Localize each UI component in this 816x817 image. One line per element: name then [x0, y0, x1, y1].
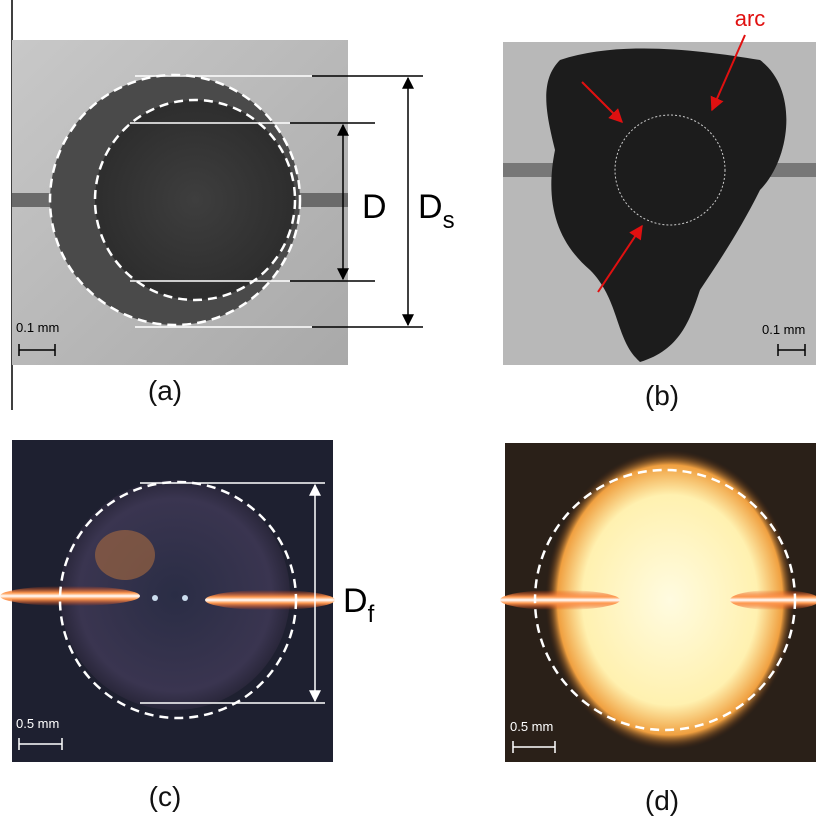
droplet	[546, 48, 787, 362]
core	[95, 100, 295, 300]
spot	[182, 595, 188, 601]
inner-circle	[93, 98, 297, 302]
streak	[205, 590, 335, 610]
arc-arrow	[581, 81, 623, 123]
flame	[545, 450, 795, 750]
panel-d: 0.5 mm (d)	[500, 443, 816, 816]
streak	[730, 590, 816, 610]
panel-label: (b)	[645, 380, 679, 411]
arc-arrow	[710, 34, 746, 112]
scale-text: 0.1 mm	[762, 322, 805, 337]
arc-label: arc	[735, 6, 766, 31]
streak	[500, 590, 620, 610]
streak	[0, 586, 140, 606]
glow	[95, 530, 155, 580]
dotted-circle	[614, 114, 726, 226]
label-ds: Ds	[418, 188, 455, 234]
guide-lines-ext	[290, 75, 423, 328]
circle	[533, 468, 797, 732]
panel-label: (d)	[645, 785, 679, 816]
outer-circle	[48, 73, 302, 327]
panel-a: D Ds 0.1 mm (a)	[12, 40, 455, 406]
scale-text: 0.5 mm	[16, 716, 59, 731]
scale-bar	[512, 741, 556, 753]
panel-c: Df 0.5 mm (c)	[0, 440, 375, 812]
scale-bar	[18, 344, 56, 356]
scale-bar	[18, 738, 63, 750]
label-d: D	[362, 188, 387, 226]
circle	[58, 480, 298, 720]
panel-b: arc 0.1 mm (b)	[503, 6, 816, 411]
spot	[152, 595, 158, 601]
scale-text: 0.1 mm	[16, 320, 59, 335]
label-df: Df	[343, 582, 375, 628]
scale-bar	[777, 344, 806, 356]
panel-label: (a)	[148, 375, 182, 406]
guide-lines	[140, 482, 325, 704]
scale-text: 0.5 mm	[510, 719, 553, 734]
arc-arrow	[597, 224, 643, 293]
panel-label: (c)	[149, 781, 182, 812]
guide-lines	[130, 75, 312, 328]
